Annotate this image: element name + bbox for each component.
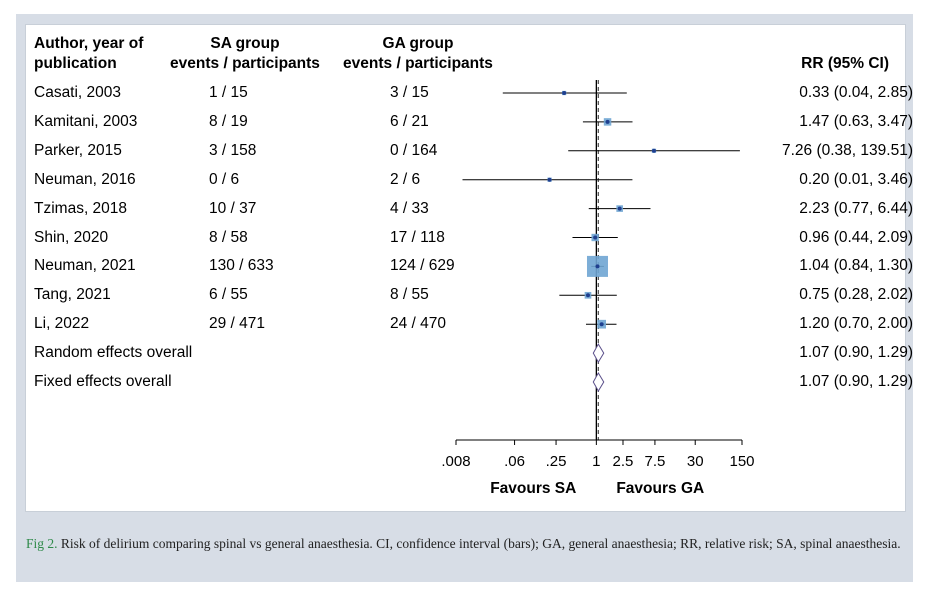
sa-column-header: SA group events / participants bbox=[163, 34, 327, 74]
study-rr-ci: 0.75 (0.28, 2.02) bbox=[799, 286, 913, 304]
favours-ga-label: Favours GA bbox=[616, 480, 704, 497]
ga-events: 2 / 6 bbox=[390, 170, 421, 188]
ga-events: 3 / 15 bbox=[390, 84, 429, 101]
ga-events: 17 / 118 bbox=[390, 228, 445, 246]
sa-events: 1 / 15 bbox=[209, 84, 248, 101]
study-author: Parker, 2015 bbox=[34, 141, 122, 159]
study-author: Shin, 2020 bbox=[34, 228, 109, 246]
study-author: Casati, 2003 bbox=[34, 84, 122, 101]
sa-events: 8 / 58 bbox=[209, 228, 248, 246]
study-author: Kamitani, 2003 bbox=[34, 112, 138, 130]
x-tick-label: 1 bbox=[592, 453, 600, 470]
sa-header-line2: events / participants bbox=[170, 55, 320, 72]
overall-diamond bbox=[592, 343, 605, 364]
study-author: Neuman, 2016 bbox=[34, 170, 136, 188]
ga-events: 4 / 33 bbox=[390, 199, 429, 217]
overall-label: Fixed effects overall bbox=[34, 373, 172, 390]
study-rr-ci: 0.96 (0.44, 2.09) bbox=[799, 228, 913, 246]
figure-label: Fig 2. bbox=[26, 536, 58, 551]
ga-events: 8 / 55 bbox=[390, 286, 429, 304]
figure-caption: Fig 2. Risk of delirium comparing spinal… bbox=[26, 534, 901, 553]
study-rr-ci: 1.47 (0.63, 3.47) bbox=[799, 112, 913, 130]
ga-header-line2: events / participants bbox=[343, 55, 493, 72]
sa-header-line1: SA group bbox=[210, 35, 280, 52]
favours-sa-label: Favours SA bbox=[490, 480, 576, 497]
point-estimate bbox=[599, 322, 604, 327]
point-estimate bbox=[595, 264, 600, 269]
ga-events: 0 / 164 bbox=[390, 141, 438, 159]
overall-rr-ci: 1.07 (0.90, 1.29) bbox=[799, 344, 913, 362]
study-rr-ci: 2.23 (0.77, 6.44) bbox=[799, 199, 913, 217]
caption-text: Risk of delirium comparing spinal vs gen… bbox=[57, 536, 901, 551]
author-header-line1: Author, year of bbox=[34, 35, 144, 52]
study-author: Neuman, 2021 bbox=[34, 257, 136, 275]
x-tick-label: 2.5 bbox=[613, 453, 634, 470]
sa-events: 29 / 471 bbox=[209, 315, 266, 333]
x-tick-label: .06 bbox=[504, 453, 525, 470]
point-estimate bbox=[547, 177, 552, 182]
point-estimate bbox=[562, 91, 567, 95]
x-tick-label: .25 bbox=[546, 453, 567, 470]
ga-events: 24 / 470 bbox=[390, 315, 447, 333]
ga-header-line1: GA group bbox=[382, 35, 454, 52]
author-header-line2: publication bbox=[34, 55, 117, 72]
sa-events: 130 / 633 bbox=[209, 257, 274, 275]
point-estimate bbox=[593, 235, 598, 240]
point-estimate bbox=[585, 293, 590, 298]
ga-events: 6 / 21 bbox=[390, 112, 429, 130]
study-rr-ci: 1.04 (0.84, 1.30) bbox=[799, 257, 913, 275]
sa-events: 6 / 55 bbox=[209, 286, 248, 304]
sa-events: 3 / 158 bbox=[209, 141, 257, 159]
point-estimate bbox=[651, 148, 656, 153]
study-author: Li, 2022 bbox=[34, 315, 90, 333]
sa-events: 0 / 6 bbox=[209, 170, 240, 188]
author-column-header: Author, year of publication bbox=[34, 34, 143, 74]
ga-column-header: GA group events / participants bbox=[336, 34, 500, 74]
study-author: Tzimas, 2018 bbox=[34, 199, 128, 217]
rr-column-header: RR (95% CI) bbox=[801, 55, 889, 72]
x-tick-label: .008 bbox=[441, 453, 470, 470]
study-rr-ci: 7.26 (0.38, 139.51) bbox=[782, 141, 913, 159]
x-tick-label: 150 bbox=[729, 453, 754, 470]
study-author: Tang, 2021 bbox=[34, 286, 111, 304]
overall-rr-ci: 1.07 (0.90, 1.29) bbox=[799, 373, 913, 390]
forest-plot-panel bbox=[25, 24, 906, 512]
point-estimate bbox=[605, 119, 610, 124]
sa-events: 8 / 19 bbox=[209, 112, 248, 130]
ga-events: 124 / 629 bbox=[390, 257, 455, 275]
study-rr-ci: 1.20 (0.70, 2.00) bbox=[799, 315, 913, 333]
overall-label: Random effects overall bbox=[34, 344, 193, 362]
x-tick-label: 30 bbox=[687, 453, 704, 470]
sa-events: 10 / 37 bbox=[209, 199, 257, 217]
overall-diamond bbox=[592, 372, 605, 392]
study-rr-ci: 0.20 (0.01, 3.46) bbox=[799, 170, 913, 188]
point-estimate bbox=[617, 206, 622, 211]
study-rr-ci: 0.33 (0.04, 2.85) bbox=[799, 84, 913, 101]
x-tick-label: 7.5 bbox=[644, 453, 665, 470]
